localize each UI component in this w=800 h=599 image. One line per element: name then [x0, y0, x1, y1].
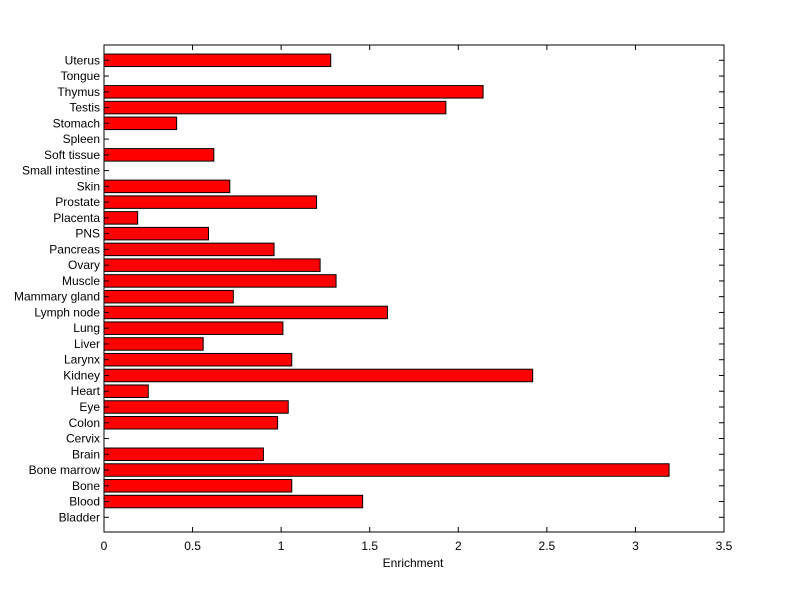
y-tick-label: Soft tissue — [44, 148, 100, 162]
bar-brain — [103, 447, 264, 462]
bar-ovary — [103, 258, 321, 272]
y-tick-label: Colon — [69, 416, 100, 430]
bar-eye — [103, 400, 289, 414]
x-tick-label: 1.5 — [361, 539, 378, 553]
bar-kidney — [103, 368, 534, 383]
y-tick-label: Mammary gland — [14, 290, 100, 304]
y-tick-label: Lymph node — [34, 305, 100, 319]
y-tick-label: Stomach — [53, 116, 100, 130]
y-tick-label: Lung — [73, 321, 100, 335]
y-tick-label: Placenta — [53, 211, 100, 225]
bar-blood — [103, 494, 364, 509]
plot-frame — [103, 44, 725, 533]
bar-soft-tissue — [103, 148, 215, 162]
x-tick-labels: 0 0.5 1 1.5 2 2.5 3 3.5 — [101, 539, 733, 553]
y-tick-label: Tongue — [61, 69, 101, 83]
y-tick-label: Bone marrow — [29, 463, 101, 477]
x-tick-label: 3 — [632, 539, 639, 553]
y-tick-label: Spleen — [63, 132, 100, 146]
bar-thymus — [103, 85, 484, 99]
bar-colon — [103, 416, 279, 430]
y-tick-label: Pancreas — [49, 242, 100, 256]
bar-pancreas — [103, 242, 275, 257]
y-tick-label: Muscle — [62, 274, 100, 288]
y-tick-label: Cervix — [66, 432, 100, 446]
x-tick-label: 0.5 — [184, 539, 201, 553]
y-tick-label: Thymus — [57, 85, 100, 99]
bar-bone-marrow — [103, 463, 670, 477]
x-tick-label: 0 — [101, 539, 108, 553]
ticks-layer — [103, 45, 725, 532]
bar-muscle — [103, 274, 337, 288]
bar-skin — [103, 179, 231, 194]
x-tick-label: 1 — [278, 539, 285, 553]
bar-stomach — [103, 116, 178, 131]
bar-testis — [103, 100, 447, 115]
bar-liver — [103, 337, 204, 351]
y-tick-label: Bone — [72, 479, 100, 493]
bar-lymph-node — [103, 305, 388, 320]
y-tick-label: Skin — [77, 179, 100, 193]
y-tick-label: Testis — [69, 101, 100, 115]
y-tick-label: Ovary — [68, 258, 100, 272]
x-tick-label: 3.5 — [716, 539, 733, 553]
bars-layer — [103, 53, 670, 509]
y-tick-label: Blood — [69, 495, 100, 509]
y-tick-label: PNS — [75, 227, 100, 241]
bar-heart — [103, 384, 149, 398]
bar-pns — [103, 226, 210, 241]
bar-larynx — [103, 352, 293, 367]
y-tick-label: Larynx — [64, 353, 100, 367]
y-tick-label: Liver — [74, 337, 100, 351]
y-tick-label: Kidney — [63, 368, 100, 382]
y-tick-label: Prostate — [55, 195, 100, 209]
y-tick-label: Uterus — [65, 53, 100, 67]
y-tick-label: Brain — [72, 447, 100, 461]
x-tick-label: 2 — [455, 539, 462, 553]
x-axis-title: Enrichment — [383, 556, 444, 570]
y-tick-label: Small intestine — [22, 164, 100, 178]
bar-uterus — [103, 53, 332, 68]
bar-mammary-gland — [103, 289, 234, 304]
y-tick-label: Heart — [71, 384, 101, 398]
y-tick-label: Bladder — [59, 510, 100, 524]
bar-prostate — [103, 195, 318, 209]
y-tick-label: Eye — [79, 400, 100, 414]
bar-placenta — [103, 211, 139, 225]
bar-lung — [103, 321, 284, 335]
x-tick-label: 2.5 — [539, 539, 556, 553]
bar-bone — [103, 479, 293, 493]
